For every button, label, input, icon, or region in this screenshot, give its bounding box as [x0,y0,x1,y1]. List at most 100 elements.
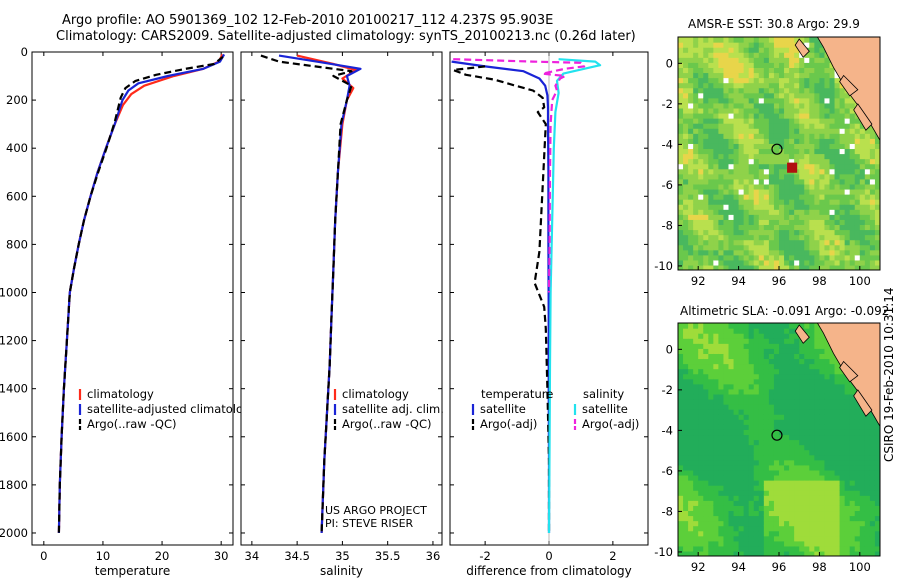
map-cell [763,333,770,339]
map-cell [809,143,815,150]
map-cell [678,348,684,354]
map-cell [733,348,740,354]
map-cell [733,490,740,496]
map-cell [804,480,810,486]
map-cell [854,404,861,410]
map-cell [804,158,810,165]
map-cell [784,424,790,430]
x-tick-label: 34.5 [284,549,310,563]
map-cell [814,183,820,190]
map-cell [678,229,684,236]
map-cell [728,107,735,114]
map-cell [718,414,725,420]
map-cell [703,328,709,334]
map-cell [799,239,805,246]
map-cell [829,444,836,451]
map-cell [768,163,775,170]
map-cell [773,525,780,532]
map-cell [718,530,725,537]
map-cell [814,404,820,410]
map-cell [733,87,740,94]
map-cell [683,469,689,476]
map-cell [799,525,805,532]
map-cell [753,82,760,89]
map-cell [799,199,805,205]
map-cell [753,490,760,496]
map-cell [819,72,826,79]
map-cell [708,398,714,405]
map-cell [693,485,699,491]
map-cell [753,52,760,58]
map-cell [844,148,851,155]
map-cell [864,414,871,420]
map-cell [829,419,836,425]
map-cell [683,264,689,270]
map-cell [678,439,684,446]
map-cell [698,259,704,266]
map-cell [683,87,689,94]
map-cell [768,244,775,251]
map-cell [789,158,795,165]
map-cell [854,173,861,180]
map-y-tick-label: -10 [654,259,673,273]
map-cell [809,112,815,119]
map-cell [839,454,846,461]
map-cell [779,264,785,270]
map-cell [779,214,785,220]
map-cell [763,204,770,210]
map-cell [758,419,765,425]
map-cell [804,500,810,506]
map-cell [789,178,795,185]
map-cell [768,393,775,400]
map-cell [753,107,760,114]
map-cell [809,224,815,231]
map-cell [678,143,684,150]
map-cell [829,163,836,170]
map-cell [789,414,795,420]
map-cell [809,244,815,251]
map-cell [713,444,719,451]
map-cell [733,254,740,261]
map-cell [829,158,836,165]
map-cell [693,254,699,261]
map-cell [789,37,795,43]
map-cell [763,474,770,481]
map-cell [718,338,725,344]
map-cell [829,464,836,471]
map-cell [713,373,719,380]
map-cell [854,525,861,532]
map-cell [753,153,760,160]
map-cell [683,97,689,104]
map-cell [794,485,800,491]
map-cell [864,515,871,522]
map-cell [738,249,745,256]
land-island [794,324,810,344]
map-cell [733,188,740,195]
map-cell [789,505,795,512]
map-cell [814,254,820,261]
map-cell [713,234,719,241]
map-cell [713,459,719,466]
map-cell [743,383,750,390]
map-cell [753,398,760,405]
map-cell [874,254,880,261]
map-cell [849,414,856,420]
map-cell [824,87,831,94]
map-cell [869,148,876,155]
map-cell [829,239,836,246]
map-cell [758,112,765,119]
map-cell [683,348,689,354]
map-cell [829,183,836,190]
map-cell [728,530,735,537]
map-cell [728,333,735,339]
map-cell [698,178,704,185]
map-cell [768,148,775,155]
map-cell [804,82,810,89]
map-cell [869,424,876,430]
map-cell [738,82,745,89]
map-cell [819,52,826,58]
map-cell [773,118,780,124]
map-cell [693,444,699,451]
map-cell [784,328,790,334]
map-cell [758,173,765,180]
